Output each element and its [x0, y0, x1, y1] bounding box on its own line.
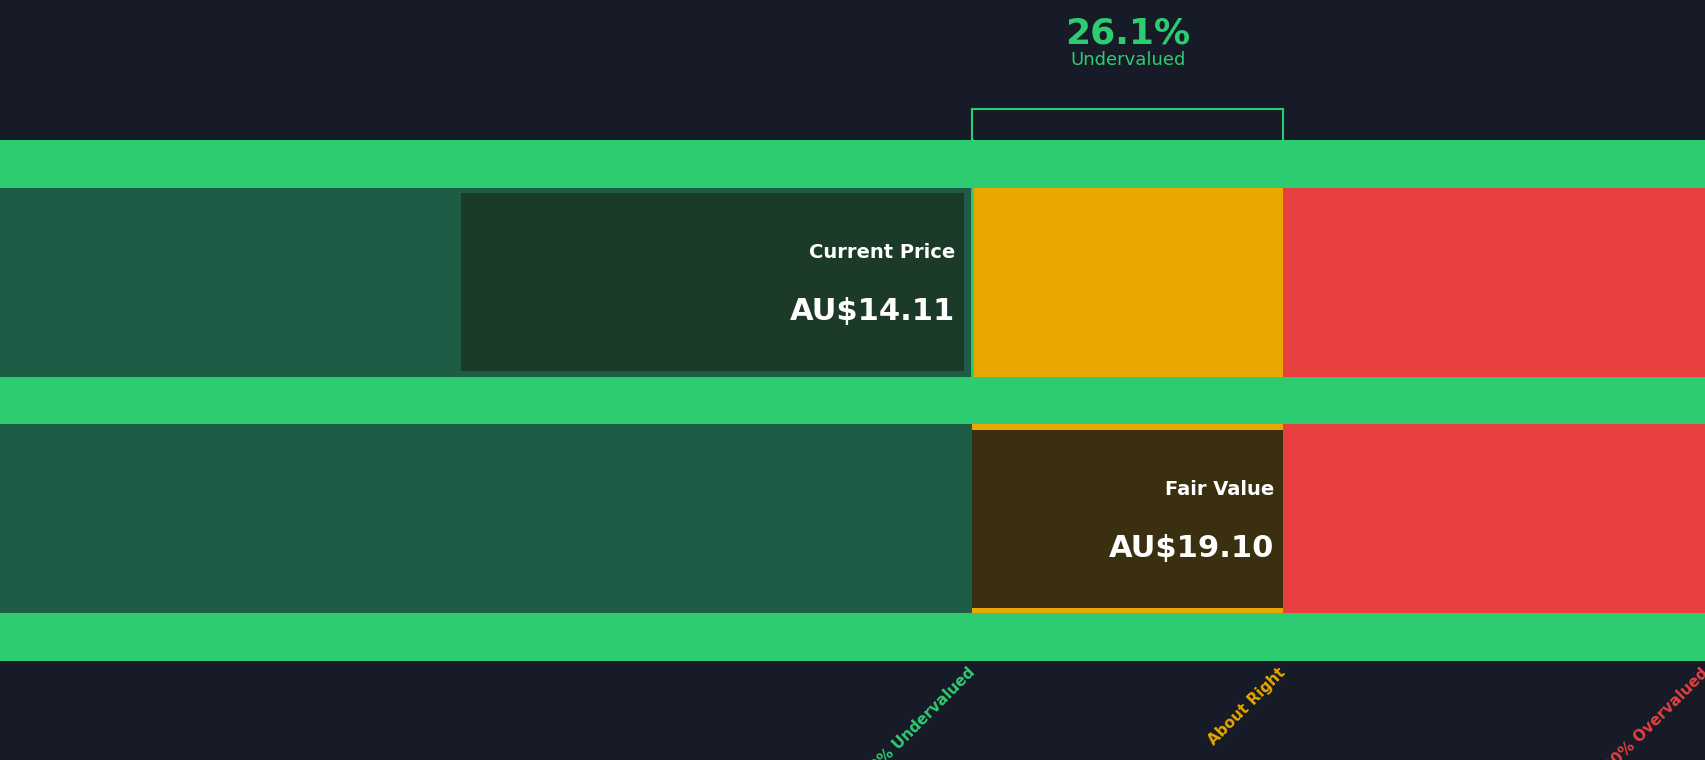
Text: Current Price: Current Price: [808, 243, 955, 262]
Bar: [1282, 188, 1705, 377]
Bar: [972, 188, 1282, 377]
Bar: [0, 188, 972, 377]
Text: 20% Undervalued: 20% Undervalued: [859, 665, 977, 760]
Bar: [0, 140, 1705, 188]
Text: Undervalued: Undervalued: [1069, 51, 1185, 69]
Bar: [972, 430, 1282, 608]
Bar: [0, 377, 1705, 424]
Text: About Right: About Right: [1205, 665, 1287, 748]
Bar: [0, 424, 972, 613]
Text: AU$19.10: AU$19.10: [1108, 534, 1274, 562]
Text: Fair Value: Fair Value: [1165, 480, 1274, 499]
Text: 26.1%: 26.1%: [1064, 17, 1190, 50]
Bar: [0, 613, 1705, 661]
Text: AU$14.11: AU$14.11: [789, 297, 955, 326]
Bar: [972, 424, 1282, 613]
Text: 20% Overvalued: 20% Overvalued: [1601, 665, 1705, 760]
Bar: [1282, 424, 1705, 613]
Bar: [460, 193, 963, 372]
